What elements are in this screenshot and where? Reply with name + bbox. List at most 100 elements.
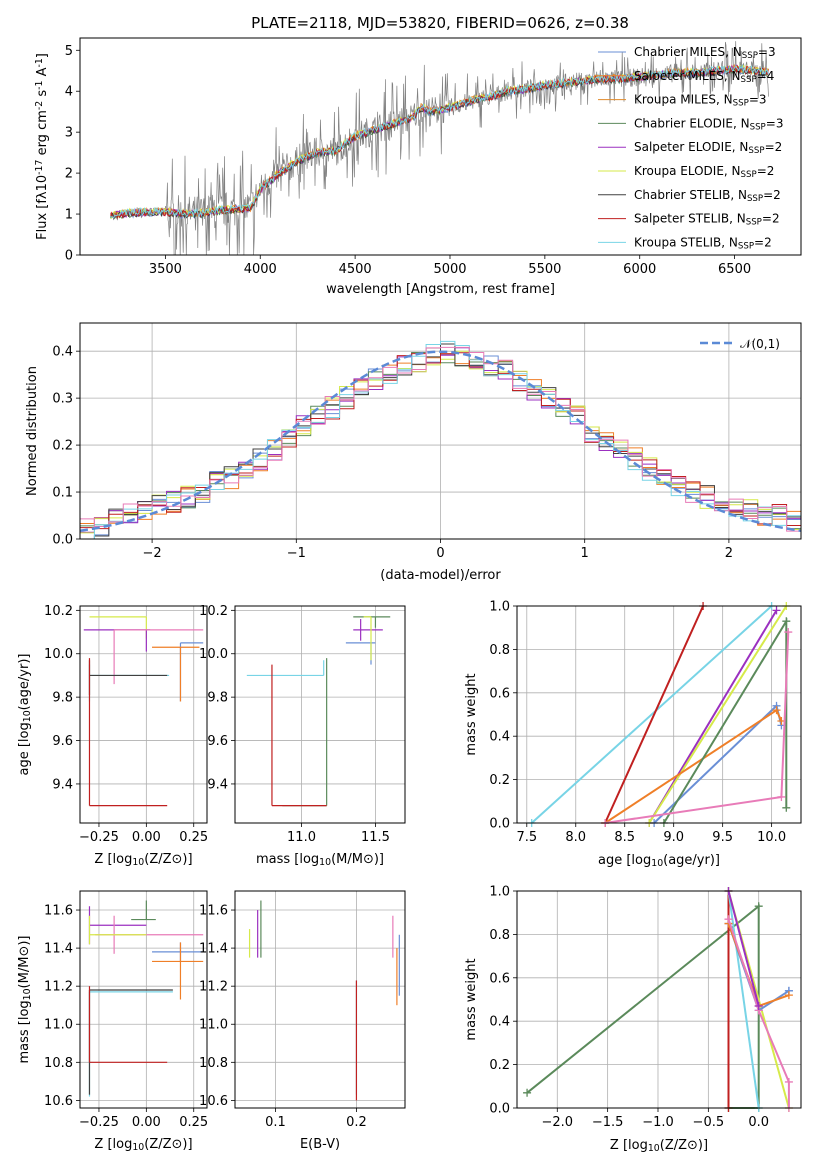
weight-series-line: [604, 631, 790, 824]
legend-label: Kroupa MILES, NSSP=3: [634, 93, 767, 109]
errorbar-point: [353, 619, 383, 641]
legend-label: Kroupa STELIB, NSSP=2: [634, 235, 772, 251]
histogram-ytick-label: 0.3: [52, 392, 73, 407]
legend-label: Chabrier MILES, NSSP=3: [634, 45, 776, 61]
weight-series-line: [727, 918, 790, 1108]
mass-ebv-xtick-label: 0.1: [265, 1115, 286, 1130]
histogram-xtick-label: −2: [143, 546, 162, 561]
histogram-xtick-label: −1: [287, 546, 306, 561]
weight-z-ytick-label: 1.0: [489, 885, 510, 900]
age-mass-ytick-label: 10.2: [199, 604, 228, 619]
mass-ebv-ytick-label: 11.4: [199, 942, 228, 957]
mass-ebv-frame: [234, 890, 406, 1109]
mass-z-xtick-label: 0.00: [132, 1115, 161, 1130]
spectrum-xtick-label: 3500: [149, 262, 182, 277]
mass-z-ytick-label: 10.6: [44, 1094, 73, 1109]
weight-age-xtick-label: 7.5: [516, 830, 537, 845]
age-mass-ytick-label: 9.4: [207, 777, 228, 792]
age-z-ytick-label: 10.0: [44, 647, 73, 662]
spectrum-ytick-label: 2: [65, 167, 73, 182]
weight-point-marker: [782, 803, 791, 812]
weight-point-marker: [782, 617, 791, 626]
weight-age-ytick-label: 0.2: [489, 773, 510, 788]
spectrum-xtick-label: 6000: [623, 262, 656, 277]
weight-series-line: [531, 605, 773, 824]
age-z-xlabel: Z [log10(Z/Z⊙)]: [94, 852, 192, 868]
legend-label: Chabrier STELIB, NSSP=2: [634, 188, 781, 204]
weight-z-xtick-label: −1.5: [592, 1115, 624, 1130]
weight-z-xtick-label: 0.0: [748, 1115, 769, 1130]
mass-z-axes: −0.25 0.00 0.25 10.6 10.8 11.0 11.2 11.4 11.6 Z […: [17, 891, 208, 1153]
histogram-xtick-label: 1: [581, 546, 589, 561]
age-mass-xtick-label: 11.0: [287, 830, 316, 845]
weight-z-ytick-label: 0.8: [489, 928, 510, 943]
mass-z-ytick-label: 11.6: [44, 904, 73, 919]
errorbar-point: [88, 986, 168, 1063]
errorbar-point: [88, 658, 168, 807]
errorbar-point: [353, 616, 391, 628]
mass-z-ytick-label: 11.2: [44, 980, 73, 995]
spectrum-xtick-label: 5500: [528, 262, 561, 277]
legend-label: 𝒩(0,1): [740, 337, 780, 351]
mass-z-plot-area: [88, 900, 204, 1097]
mass-z-xtick-label: 0.25: [179, 1115, 208, 1130]
mass-ebv-axes: 0.1 0.2 10.6 10.8 11.0 11.2 11.4 11.6 E(B-V): [199, 891, 405, 1152]
weight-point-marker: [777, 792, 786, 801]
weight-age-xtick-label: 10.0: [757, 830, 786, 845]
spectrum-ytick-label: 0: [65, 249, 73, 264]
weight-point-marker: [784, 628, 793, 637]
spectrum-xtick-label: 5000: [433, 262, 466, 277]
weight-z-axes: −2.0 −1.5 −1.0 −0.5 0.0 0.0 0.2 0.4 0.6 0.8 1.0 Z […: [464, 885, 801, 1154]
errorbar-point: [152, 942, 204, 962]
weight-z-frame: [516, 890, 802, 1109]
mass-ebv-ytick-label: 11.0: [199, 1018, 228, 1033]
weight-point-marker: [772, 606, 781, 615]
mass-z-xlabel: Z [log10(Z/Z⊙)]: [94, 1137, 192, 1153]
errorbar-point: [88, 991, 173, 1097]
mass-ebv-ytick-label: 11.2: [199, 980, 228, 995]
age-mass-plot-area: [246, 616, 391, 807]
spectrum-plot-area: [109, 41, 769, 255]
histogram-frame: [79, 322, 802, 540]
spectrum-xtick-label: 4000: [244, 262, 277, 277]
weight-age-ytick-label: 0.4: [489, 730, 510, 745]
spectrum-frame: [79, 37, 802, 256]
gaussian-curve: [80, 350, 801, 533]
figure-title: PLATE=2118, MJD=53820, FIBERID=0626, z=0…: [251, 14, 629, 32]
age-z-frame: [79, 605, 208, 824]
weight-z-ytick-label: 0.4: [489, 1015, 510, 1030]
weight-z-ytick-label: 0.2: [489, 1058, 510, 1073]
weight-point-marker: [754, 1002, 763, 1011]
age-mass-axes: 11.0 11.5 9.4 9.6 9.8 10.0 10.2 mass [log10(M/M…: [199, 604, 405, 868]
errorbar-point: [88, 664, 170, 702]
histogram-xtick-label: 2: [725, 546, 733, 561]
mass-z-ylabel: mass [log10(M/M⊙)]: [17, 935, 33, 1063]
legend-label: Chabrier ELODIE, NSSP=3: [634, 116, 783, 132]
weight-series-line: [727, 890, 760, 1007]
errorbar-point: [152, 646, 200, 702]
legend-label: Salpeter ELODIE, NSSP=2: [634, 140, 782, 156]
mass-ebv-xlabel: E(B-V): [300, 1137, 340, 1152]
errorbar-point: [89, 616, 147, 639]
histogram-ylabel: Normed distribution: [25, 366, 40, 496]
weight-z-xtick-label: −1.0: [642, 1115, 674, 1130]
weight-point-marker: [772, 706, 781, 715]
errorbar-point: [88, 660, 168, 695]
histogram-ytick-label: 0.1: [52, 486, 73, 501]
age-mass-ytick-label: 9.6: [207, 734, 228, 749]
errorbar-point: [83, 629, 151, 652]
errorbar-point: [88, 906, 147, 945]
age-mass-frame: [234, 605, 406, 824]
weight-age-xtick-label: 9.5: [712, 830, 733, 845]
weight-z-xtick-label: −0.5: [693, 1115, 725, 1130]
weight-age-ytick-label: 0.0: [489, 817, 510, 832]
errorbar-point: [282, 658, 328, 807]
weight-point-marker: [523, 1088, 532, 1097]
age-mass-xlabel: mass [log10(M/M⊙)]: [256, 852, 384, 868]
weight-age-ylabel: mass weight: [464, 673, 479, 755]
histogram-axes: −2 −1 0 1 2 0.0 0.1 0.2 0.3 0.4 (data-model)/error…: [25, 323, 801, 583]
mass-z-frame: [79, 890, 208, 1109]
histogram-ytick-label: 0.4: [52, 345, 73, 360]
histogram-ytick-label: 0.0: [52, 533, 73, 548]
spectrum-xlabel: wavelength [Angstrom, rest frame]: [326, 282, 555, 297]
